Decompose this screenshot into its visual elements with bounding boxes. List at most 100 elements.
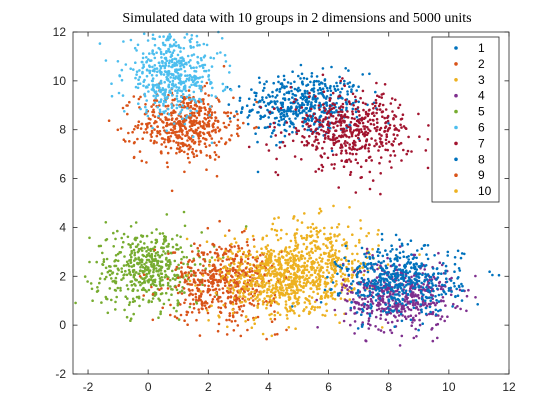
data-point	[285, 121, 289, 124]
data-point	[239, 295, 242, 298]
data-point	[272, 121, 276, 125]
data-point	[388, 160, 392, 163]
data-point	[303, 144, 306, 147]
data-point	[184, 74, 187, 77]
data-point	[145, 161, 148, 164]
data-point	[225, 258, 229, 261]
data-point	[293, 271, 296, 275]
data-point	[167, 38, 170, 42]
data-point	[224, 302, 227, 305]
data-point	[398, 245, 402, 248]
data-point	[117, 91, 121, 95]
data-point	[315, 298, 319, 302]
data-point	[182, 262, 185, 266]
data-point	[299, 77, 302, 80]
data-point	[190, 273, 193, 277]
data-point	[146, 39, 150, 42]
data-point	[420, 247, 424, 250]
data-point	[189, 269, 193, 273]
data-point	[310, 234, 314, 237]
data-point	[155, 141, 158, 144]
data-point	[134, 61, 137, 64]
data-point	[148, 69, 152, 73]
data-point	[394, 98, 397, 102]
data-point	[421, 300, 425, 304]
data-point	[162, 53, 166, 56]
data-point	[318, 306, 322, 309]
data-point	[228, 318, 231, 322]
data-point	[214, 153, 218, 157]
data-point	[190, 140, 194, 143]
data-point	[247, 114, 251, 117]
data-point	[151, 126, 154, 130]
data-point	[181, 117, 184, 121]
data-point	[131, 297, 135, 301]
data-point	[133, 251, 137, 255]
data-point	[162, 242, 165, 245]
data-point	[198, 294, 201, 298]
data-point	[164, 100, 167, 103]
data-point	[286, 263, 290, 267]
data-point	[341, 77, 344, 80]
data-point	[417, 285, 420, 289]
data-point	[310, 273, 314, 277]
data-point	[179, 261, 183, 265]
data-point	[398, 294, 401, 297]
data-point	[438, 261, 442, 265]
data-point	[214, 95, 217, 98]
data-point	[336, 234, 339, 238]
data-point	[273, 310, 276, 313]
data-point	[246, 279, 250, 282]
data-point	[282, 85, 286, 88]
data-point	[170, 118, 174, 121]
data-point	[265, 257, 269, 261]
data-point	[183, 280, 187, 284]
data-point	[317, 211, 321, 215]
data-point	[439, 308, 442, 312]
data-point	[190, 111, 194, 114]
data-point	[270, 100, 273, 103]
data-point	[207, 123, 210, 126]
data-point	[195, 119, 198, 123]
data-point	[151, 79, 154, 83]
data-point	[249, 267, 252, 270]
data-point	[379, 317, 382, 320]
data-point	[379, 294, 382, 298]
data-point	[158, 133, 162, 136]
data-point	[142, 273, 146, 277]
data-point	[304, 99, 307, 102]
data-point	[273, 100, 276, 103]
data-point	[232, 329, 236, 332]
data-point	[276, 332, 279, 336]
data-point	[185, 310, 189, 314]
data-point	[243, 260, 247, 263]
data-point	[343, 133, 346, 136]
data-point	[205, 154, 208, 157]
data-point	[389, 293, 392, 296]
data-point	[358, 238, 361, 242]
data-point	[200, 100, 203, 103]
data-point	[392, 117, 395, 120]
data-point	[340, 266, 344, 270]
data-point	[372, 123, 376, 126]
data-point	[214, 119, 217, 122]
data-point	[276, 100, 279, 103]
data-point	[339, 81, 342, 85]
data-point	[240, 274, 244, 277]
data-point	[108, 273, 112, 277]
data-point	[240, 314, 243, 317]
data-point	[290, 305, 294, 308]
data-point	[287, 90, 291, 94]
data-point	[253, 290, 256, 294]
data-point	[127, 264, 131, 268]
data-point	[321, 73, 325, 77]
data-point	[251, 278, 254, 281]
data-point	[129, 253, 132, 257]
data-point	[132, 248, 136, 252]
data-point	[219, 306, 223, 310]
data-point	[297, 289, 300, 292]
data-point	[384, 303, 388, 306]
data-point	[235, 298, 238, 302]
data-point	[396, 134, 399, 137]
data-point	[332, 85, 336, 88]
